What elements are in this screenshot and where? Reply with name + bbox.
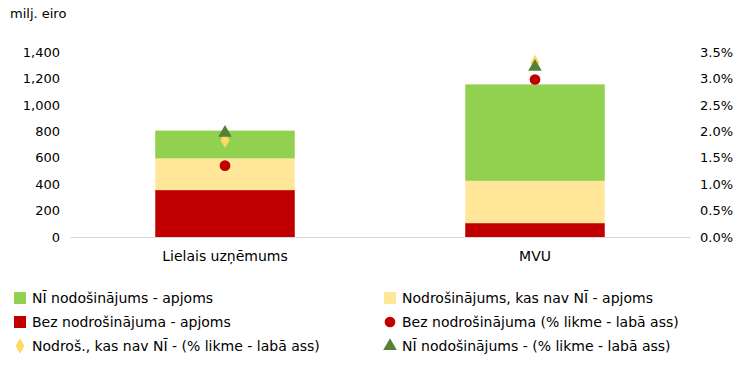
y2-tick-label: 2.0% (700, 124, 733, 139)
y2-tick-label: 3.5% (700, 45, 733, 60)
point (220, 160, 231, 171)
legend-swatch (383, 338, 397, 350)
y-tick-label: 400 (35, 177, 60, 192)
y-tick-label: 800 (35, 124, 60, 139)
legend-label: Nodroš., kas nav NĪ - (% likme - labā as… (32, 338, 320, 354)
legend: NĪ nodošinājums - apjoms Nodrošinājums, k… (14, 290, 679, 354)
point (218, 125, 232, 137)
bar-segment (465, 223, 605, 237)
y2-tick: 1.0% (690, 177, 733, 192)
chart: 0 200 400 600 800 1,000 1,200 1,400 0.0% 0.5% 1.0%… (0, 0, 750, 369)
bar-segment (155, 158, 295, 190)
y-tick: 0 (52, 230, 70, 245)
y-tick-label: 1,200 (23, 71, 60, 86)
y2-tick-label: 0.0% (700, 230, 733, 245)
legend-label: Bez nodrošinājuma - apjoms (32, 314, 231, 330)
bar-segment (465, 181, 605, 223)
y-tick-label: 1,400 (23, 45, 60, 60)
x-tick-label: MVU (519, 248, 551, 264)
y2-tick-label: 1.5% (700, 150, 733, 165)
y-tick: 1,400 (23, 45, 70, 60)
legend-label: Bez nodrošinājuma (% likme - labā ass) (402, 314, 679, 330)
legend-label: NĪ nodošinājums - (% likme - labā ass) (402, 338, 671, 354)
y2-tick-label: 2.5% (700, 98, 733, 113)
legend-swatch (385, 317, 396, 328)
legend-swatch (16, 338, 25, 354)
legend-swatch (384, 292, 396, 304)
y-tick: 1,000 (23, 98, 70, 113)
y2-tick: 2.0% (690, 124, 733, 139)
y-axis: 0 200 400 600 800 1,000 1,200 1,400 (23, 45, 71, 245)
x-axis-line (71, 237, 691, 238)
y-tick: 1,200 (23, 71, 70, 86)
y2-tick-label: 1.0% (700, 177, 733, 192)
y2-axis-line (690, 53, 691, 238)
y-tick-label: 1,000 (23, 98, 60, 113)
y-tick-label: 0 (52, 230, 60, 245)
legend-item: Bez nodrošinājuma (% likme - labā ass) (385, 314, 679, 330)
x-tick-label: Lielais uzņēmums (162, 248, 288, 265)
legend-label: Nodrošinājums, kas nav NĪ - apjoms (402, 290, 653, 306)
bar-segment (465, 84, 605, 180)
x-tick: Lielais uzņēmums (162, 237, 288, 265)
y-tick: 200 (35, 203, 70, 218)
y-tick-label: 200 (35, 203, 60, 218)
y2-tick-label: 3.0% (700, 71, 733, 86)
legend-item: Nodrošinājums, kas nav NĪ - apjoms (384, 290, 653, 306)
legend-item: NĪ nodošinājums - (% likme - labā ass) (383, 338, 670, 354)
plot-marks (155, 55, 605, 237)
x-tick: MVU (519, 237, 551, 264)
y2-tick: 3.5% (690, 45, 733, 60)
legend-swatch (14, 316, 26, 328)
legend-label: NĪ nodošinājums - apjoms (32, 290, 213, 306)
y2-tick: 2.5% (690, 98, 733, 113)
y-axis-title: milj. eiro (10, 6, 66, 21)
bar-segment (155, 190, 295, 237)
point (528, 59, 542, 71)
y2-tick: 3.0% (690, 71, 733, 86)
y2-tick: 0.0% (690, 230, 733, 245)
y-tick-label: 600 (35, 150, 60, 165)
legend-swatch (14, 292, 26, 304)
legend-item: Nodroš., kas nav NĪ - (% likme - labā as… (16, 338, 320, 354)
legend-item: NĪ nodošinājums - apjoms (14, 290, 213, 306)
x-axis: Lielais uzņēmums MVU (71, 237, 691, 265)
y2-axis: 0.0% 0.5% 1.0% 1.5% 2.0% 2.5% 3.0% 3.5% (690, 45, 733, 245)
y-tick: 800 (35, 124, 70, 139)
legend-item: Bez nodrošinājuma - apjoms (14, 314, 231, 330)
y2-tick: 0.5% (690, 203, 733, 218)
y2-tick-label: 0.5% (700, 203, 733, 218)
y2-tick: 1.5% (690, 150, 733, 165)
y-axis-line (70, 53, 71, 238)
point (530, 74, 541, 85)
y-tick: 400 (35, 177, 70, 192)
y-tick: 600 (35, 150, 70, 165)
